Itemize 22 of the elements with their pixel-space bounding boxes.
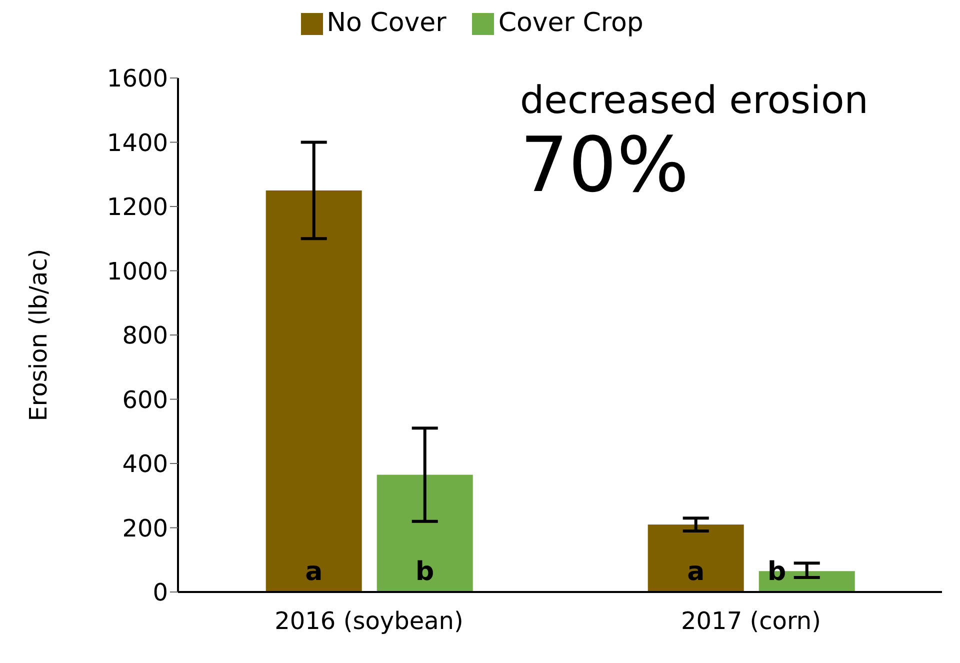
bar [266, 190, 362, 592]
y-tick-label: 600 [122, 386, 168, 414]
y-tick-label: 200 [122, 514, 168, 542]
y-tick-label: 1200 [106, 193, 168, 222]
x-tick-label: 2016 (soybean) [274, 607, 464, 636]
y-tick-label: 1400 [106, 128, 168, 157]
y-tick-label: 1600 [106, 64, 168, 93]
y-tick-label: 800 [122, 322, 168, 350]
legend-label: Cover Crop [498, 8, 644, 38]
data-label: a [687, 557, 705, 587]
bar [376, 474, 473, 592]
y-tick-label: 400 [122, 450, 168, 478]
data-label: a [305, 557, 323, 587]
annotation: 70% [520, 120, 690, 209]
data-label: b [416, 557, 434, 587]
bar [648, 524, 744, 592]
x-tick-label: 2017 (corn) [681, 607, 821, 636]
y-axis-title: Erosion (lb/ac) [24, 248, 53, 422]
annotation: decreased erosion [520, 78, 868, 122]
y-tick-label: 1000 [106, 257, 168, 286]
legend-label: No Cover [326, 8, 446, 38]
y-tick-label: 0 [152, 578, 168, 607]
